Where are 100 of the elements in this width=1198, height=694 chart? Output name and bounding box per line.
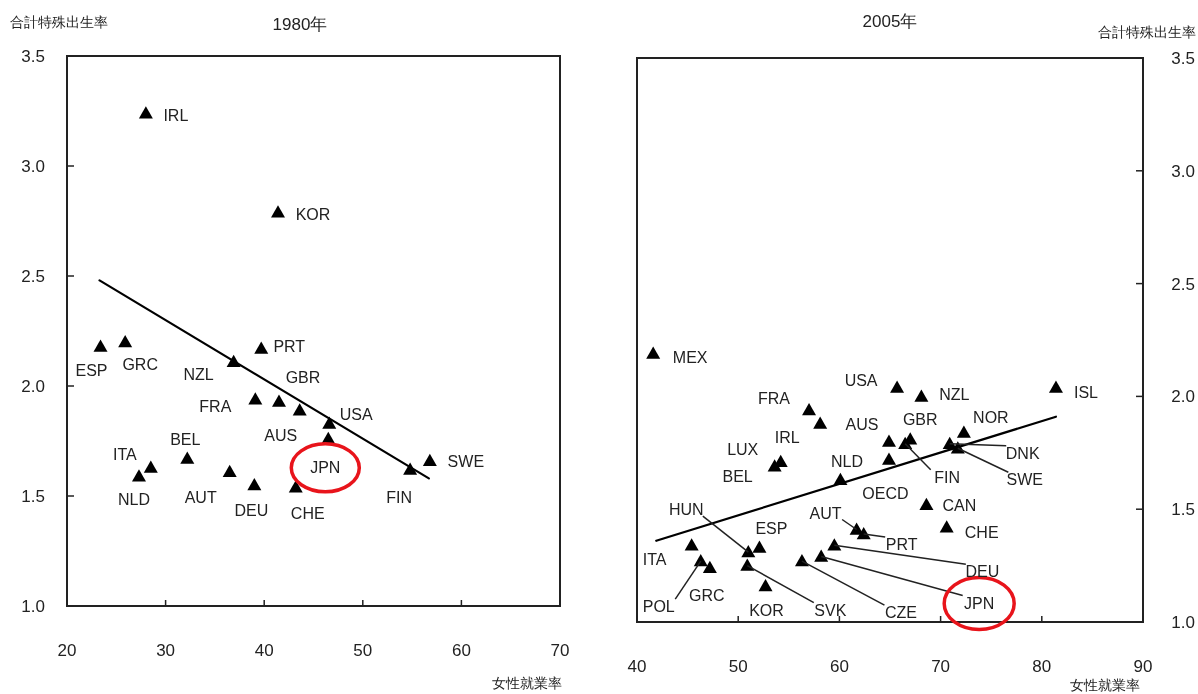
y-tick-label: 2.5 (21, 267, 45, 286)
x-axis-title: 女性就業率 (492, 675, 562, 691)
y-axis-title: 合計特殊出生率 (1098, 24, 1196, 40)
annotation: IRL (163, 107, 189, 125)
x-tick-label: 80 (1032, 657, 1052, 676)
annotation: PRT (273, 337, 306, 355)
annotation: MEX (672, 348, 708, 366)
point (814, 549, 829, 562)
point (881, 434, 896, 447)
point (890, 380, 905, 393)
annotation: ITA (642, 551, 667, 569)
annotation: JPN (310, 458, 341, 476)
annotation: AUT (809, 504, 842, 522)
point (956, 425, 971, 438)
point (131, 469, 146, 482)
y-tick-label: 3.0 (1171, 161, 1195, 181)
annotation: NLD (117, 491, 150, 509)
annotation: FIN (386, 488, 413, 506)
x-tick-label: 70 (931, 657, 951, 676)
x-tick-label: 40 (627, 657, 647, 676)
point (254, 341, 269, 354)
point (422, 453, 437, 467)
x-tick-label: 20 (57, 641, 77, 660)
x-axis-title: 女性就業率 (1070, 677, 1140, 693)
y-tick-label: 1.0 (1171, 613, 1195, 632)
point (93, 339, 108, 352)
point (271, 205, 285, 218)
annotation: POL (642, 598, 675, 616)
point (752, 540, 767, 553)
point (856, 527, 871, 540)
annotation: IRL (774, 429, 800, 447)
annotation: BEL (170, 430, 201, 448)
annotation: DNK (1005, 444, 1040, 462)
annotation: CHE (290, 505, 325, 523)
point (138, 106, 153, 119)
annotation: DEU (965, 563, 1000, 581)
point (702, 560, 717, 574)
annotation: NOR (973, 409, 1009, 427)
annotation: SVK (814, 601, 847, 619)
y-tick-label: 1.5 (1171, 500, 1195, 520)
point (767, 459, 782, 472)
y-tick-label: 3.5 (1171, 49, 1195, 68)
point (248, 392, 263, 405)
annotation: NZL (183, 365, 214, 383)
annotation: GBR (902, 411, 938, 429)
x-tick-label: 50 (728, 657, 748, 676)
annotation: ISL (1073, 384, 1099, 402)
x-tick-label: 50 (353, 641, 373, 660)
annotation: ESP (75, 362, 108, 380)
y-tick-label: 1.0 (21, 597, 45, 616)
point (919, 497, 934, 510)
point (758, 578, 773, 592)
annotation: FIN (934, 468, 961, 486)
point (180, 451, 195, 464)
annotation: GBR (285, 369, 321, 387)
point (222, 464, 237, 478)
annotation: GRC (122, 356, 158, 373)
point (802, 402, 817, 416)
annotation: USA (339, 406, 374, 424)
point (247, 478, 262, 491)
annotation: NLD (830, 452, 863, 470)
annotation: AUS (845, 415, 879, 433)
point (646, 346, 661, 359)
point (741, 545, 756, 558)
annotation: AUT (184, 488, 217, 506)
point (939, 520, 954, 533)
annotation: KOR (749, 601, 784, 619)
annotation: OECD (862, 484, 909, 502)
annotation: USA (844, 372, 878, 390)
annotation: FRA (199, 398, 232, 416)
chart-title: 1980年 (272, 15, 328, 34)
x-tick-label: 70 (550, 641, 570, 660)
annotation: SWE (1006, 471, 1044, 489)
y-tick-label: 2.5 (1171, 274, 1195, 294)
y-tick-label: 2.0 (21, 377, 45, 396)
annotation: AUS (264, 427, 298, 445)
point (292, 403, 307, 416)
annotation: PRT (885, 536, 918, 554)
point (1048, 380, 1063, 393)
point (118, 335, 133, 348)
annotation: CAN (942, 496, 977, 514)
point (813, 416, 828, 429)
y-tick-label: 1.5 (21, 487, 45, 506)
x-tick-label: 40 (254, 641, 274, 660)
annotation: BEL (722, 468, 753, 486)
annotation: NZL (939, 386, 970, 404)
annotation: FRA (758, 389, 791, 407)
annotation: SWE (447, 452, 485, 470)
annotation: ESP (755, 519, 788, 537)
x-tick-label: 60 (829, 657, 849, 676)
chart-title: 2005年 (862, 12, 918, 31)
y-tick-label: 3.0 (21, 157, 45, 176)
x-tick-label: 60 (451, 641, 471, 660)
x-tick-label: 30 (156, 641, 176, 660)
annotation: KOR (295, 206, 331, 224)
annotation: GRC (689, 586, 725, 604)
point (914, 389, 929, 402)
annotation: CZE (884, 604, 917, 622)
annotation: HUN (668, 501, 704, 519)
annotation: JPN (964, 594, 995, 612)
